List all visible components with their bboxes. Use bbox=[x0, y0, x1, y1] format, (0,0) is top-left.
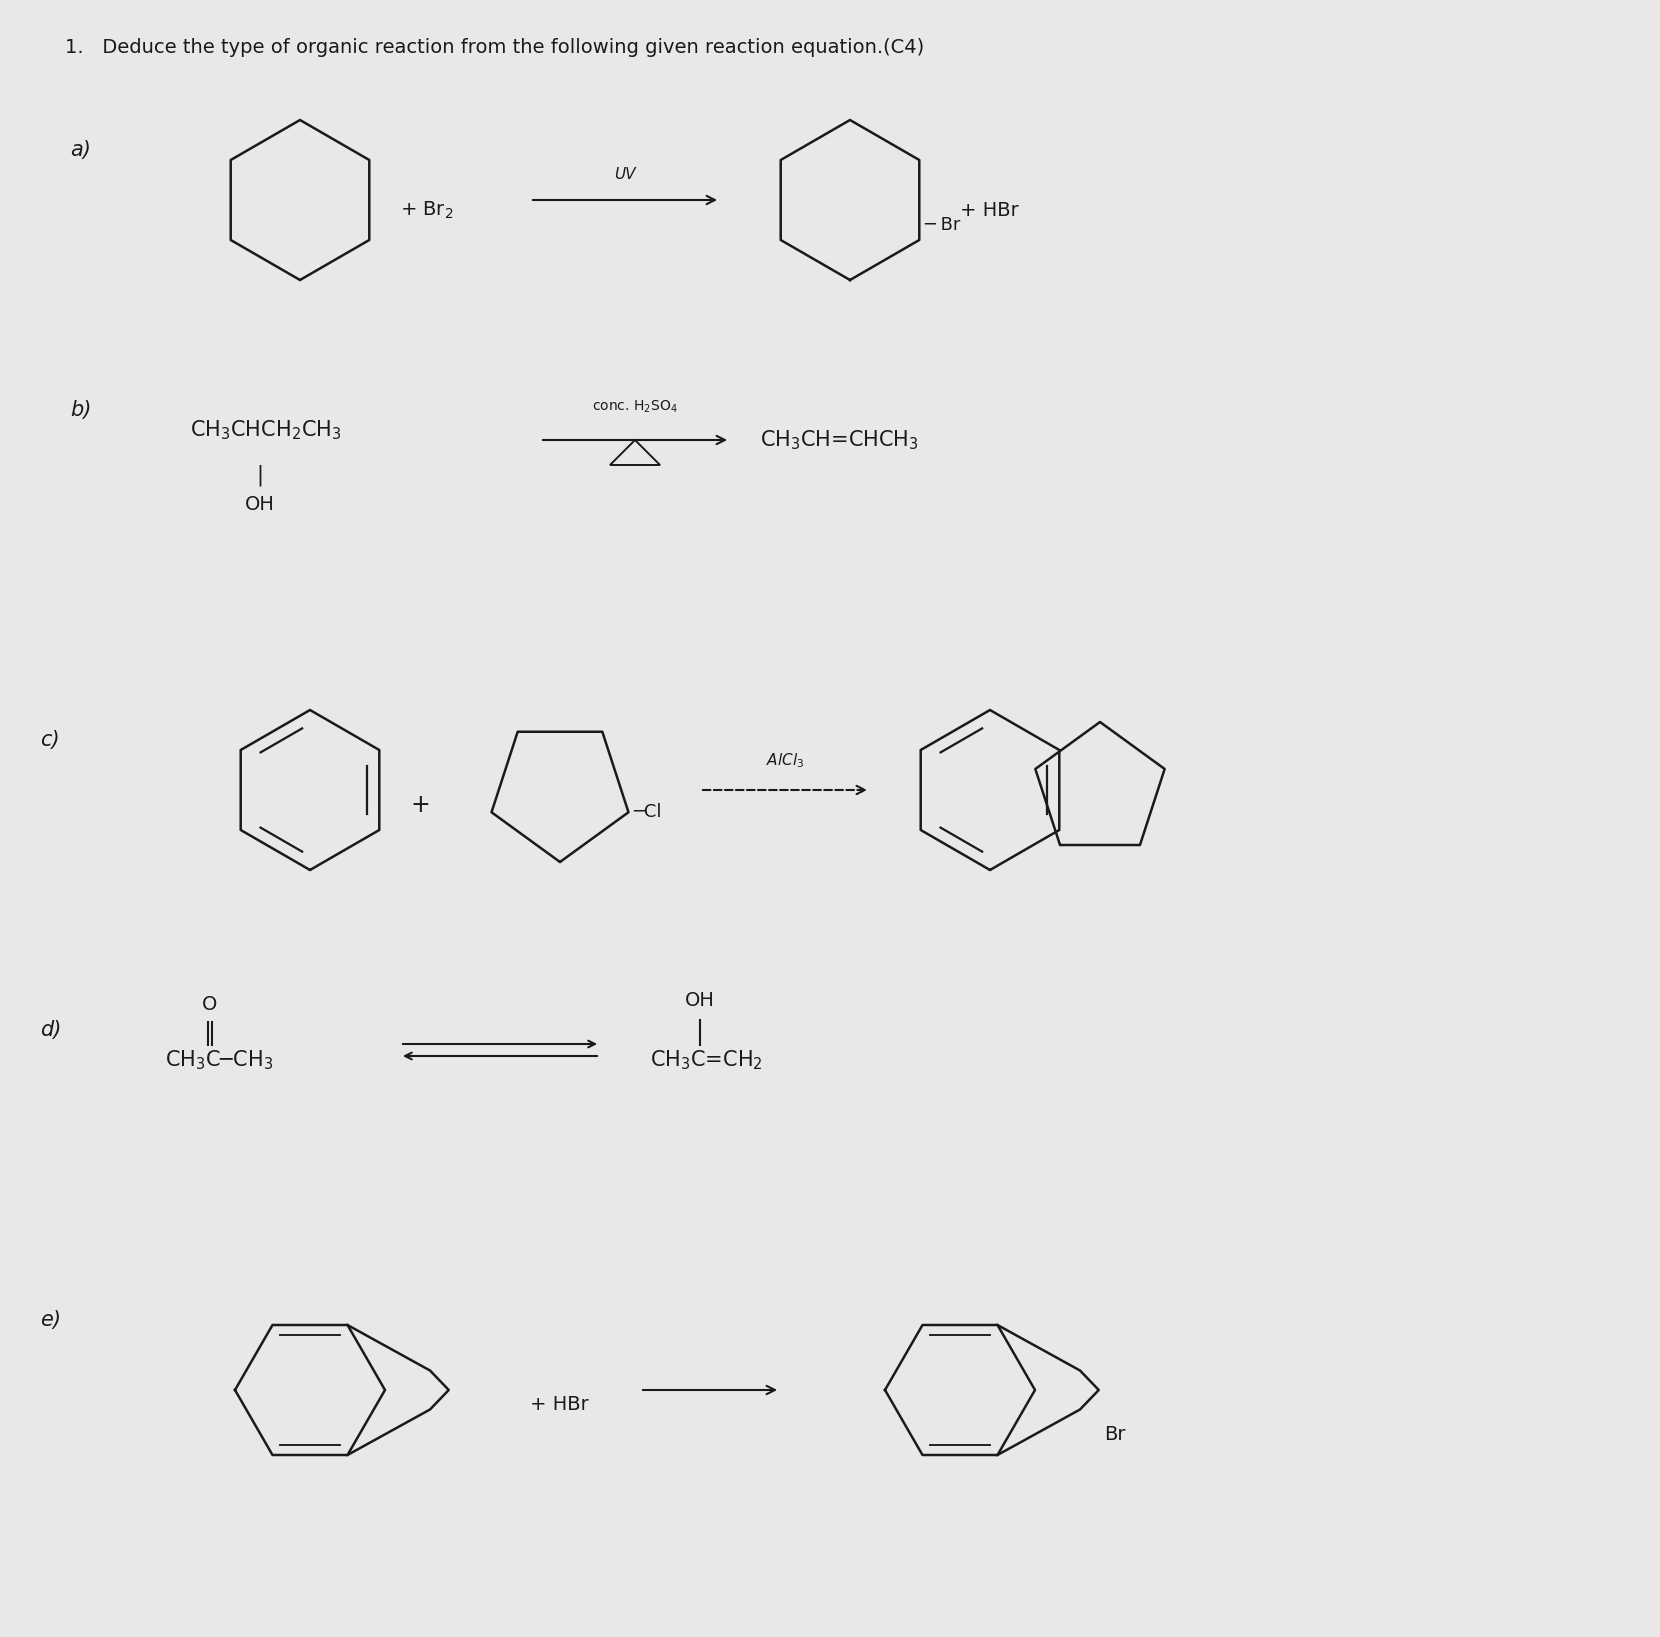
Text: b): b) bbox=[70, 399, 91, 421]
Text: + HBr: + HBr bbox=[530, 1395, 589, 1414]
Text: AlCl$_3$: AlCl$_3$ bbox=[765, 751, 803, 769]
Text: UV: UV bbox=[614, 167, 636, 182]
Text: +: + bbox=[410, 792, 430, 817]
Text: OH: OH bbox=[686, 990, 715, 1010]
Text: c): c) bbox=[40, 730, 60, 750]
Text: OH: OH bbox=[246, 494, 276, 514]
Text: CH$_3$CH=CHCH$_3$: CH$_3$CH=CHCH$_3$ bbox=[760, 429, 920, 452]
Text: CH$_3$C─CH$_3$: CH$_3$C─CH$_3$ bbox=[164, 1048, 272, 1072]
Text: d): d) bbox=[40, 1020, 61, 1039]
Text: ─ Br: ─ Br bbox=[925, 216, 961, 234]
Text: + HBr: + HBr bbox=[959, 200, 1019, 219]
Text: CH$_3$C=CH$_2$: CH$_3$C=CH$_2$ bbox=[651, 1048, 764, 1072]
Text: ─Cl: ─Cl bbox=[634, 804, 662, 822]
Text: conc. H$_2$SO$_4$: conc. H$_2$SO$_4$ bbox=[593, 398, 677, 416]
Text: O: O bbox=[203, 995, 217, 1015]
Text: Br: Br bbox=[1104, 1424, 1125, 1444]
Text: |: | bbox=[257, 465, 264, 486]
Text: e): e) bbox=[40, 1310, 61, 1329]
Text: a): a) bbox=[70, 141, 91, 160]
Text: 1.   Deduce the type of organic reaction from the following given reaction equat: 1. Deduce the type of organic reaction f… bbox=[65, 38, 925, 57]
Text: + Br$_2$: + Br$_2$ bbox=[400, 200, 453, 221]
Text: CH$_3$CHCH$_2$CH$_3$: CH$_3$CHCH$_2$CH$_3$ bbox=[189, 417, 342, 442]
